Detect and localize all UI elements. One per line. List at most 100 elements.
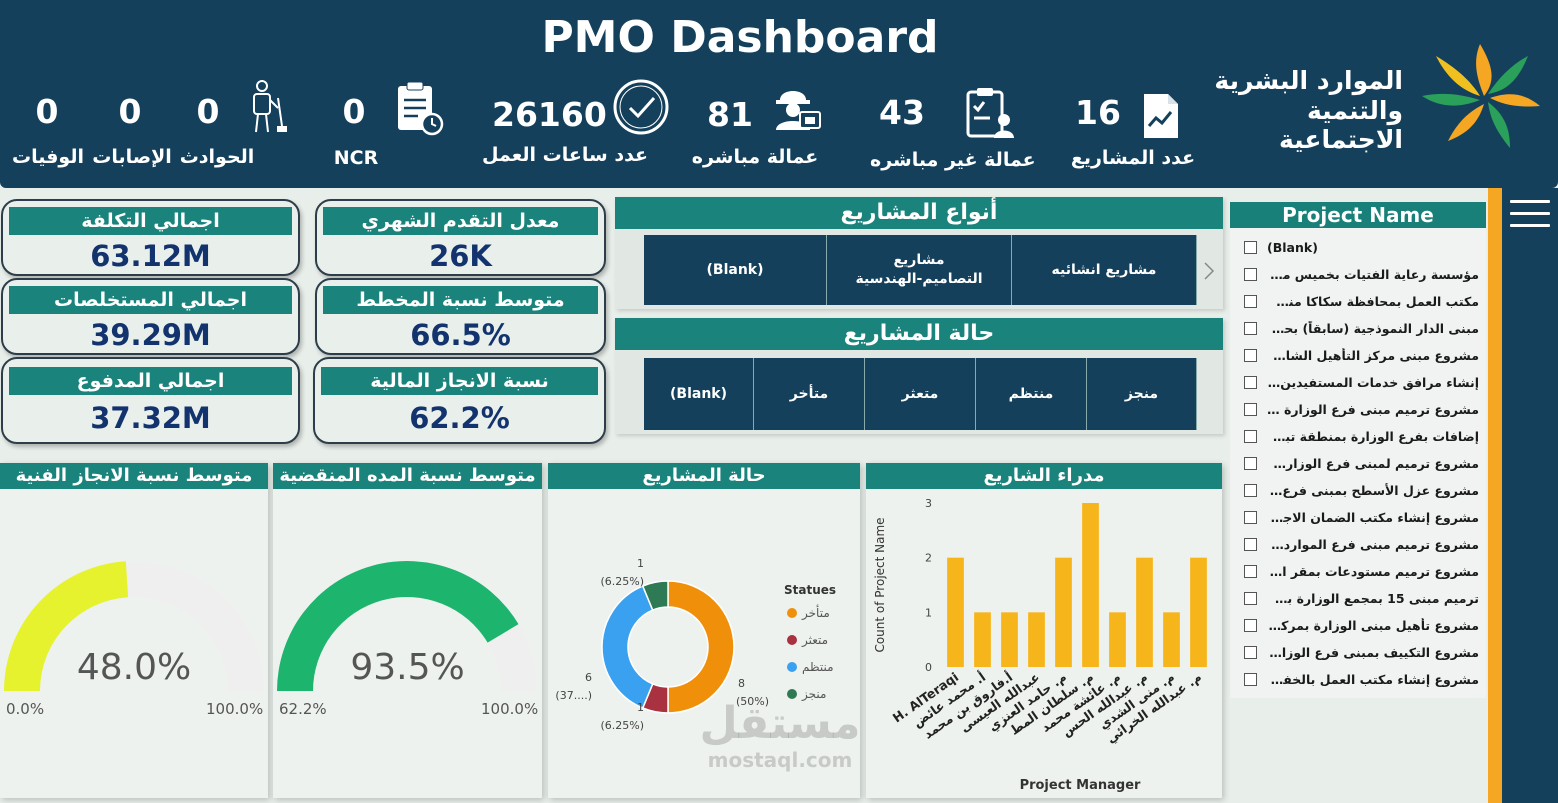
donut-label-count: 1 (637, 701, 644, 714)
checkbox-icon[interactable] (1244, 484, 1257, 497)
legend-marker (787, 608, 797, 618)
bar[interactable] (1082, 503, 1099, 667)
bar[interactable] (1190, 557, 1207, 667)
gauge-arc (277, 561, 537, 691)
slicer-item[interactable]: مبنى الدار النموذجية (سابقاً) بحي النموذ… (1230, 315, 1486, 342)
chevron-right-icon[interactable] (1203, 261, 1215, 281)
slicer-item[interactable]: (Blank) (1230, 234, 1486, 261)
checkbox-icon[interactable] (1244, 646, 1257, 659)
slicer-item[interactable]: مشروع ترميم مبنى فرع الموارد البشرية بجا… (1230, 531, 1486, 558)
bar[interactable] (1055, 557, 1072, 667)
slicer-item-label: مشروع ترميم مبنى فرع الوزارة بالدمام (مك… (1267, 402, 1479, 417)
slicer-item[interactable]: مشروع إنشاء مكتب العمل بالخفجي (1230, 666, 1486, 693)
checkbox-icon[interactable] (1244, 241, 1257, 254)
ministry-logo: الموارد البشرية والتنمية الاجتماعية (1198, 36, 1548, 154)
type-tile-design[interactable]: مشاريع التصاميم-الهندسية (827, 235, 1012, 305)
bar[interactable] (947, 557, 964, 667)
project-types-title: أنواع المشاريع (615, 197, 1223, 229)
bar[interactable] (1163, 612, 1180, 667)
project-status-title: حالة المشاريع (615, 318, 1223, 350)
project-name-slicer: Project Name (Blank) مؤسسة رعاية الفتيات … (1230, 202, 1486, 698)
gauge-fill (277, 561, 519, 691)
slicer-item-label: مشروع تأهيل مبنى الوزارة بمركز الأعمال ب… (1267, 618, 1479, 633)
checkbox-icon[interactable] (1244, 349, 1257, 362)
slicer-item[interactable]: مشروع ترميم لمبنى فرع الوزارة بمنطقة الق… (1230, 450, 1486, 477)
donut-label-pct: (50%) (736, 695, 769, 708)
slicer-item-label: إضافات بفرع الوزارة بمنطقة تبوك (1267, 429, 1479, 444)
status-tile-delayed[interactable]: متأخر (754, 358, 865, 430)
legend-label: منجز (801, 687, 826, 702)
x-axis-title: Project Manager (1020, 778, 1141, 793)
gauge-max: 100.0% (481, 700, 539, 718)
slicer-item-label: مشروع ترميم لمبنى فرع الوزارة بمنطقة الق… (1267, 456, 1479, 471)
legend-label: منتظم (802, 660, 834, 674)
checkbox-icon[interactable] (1244, 511, 1257, 524)
slicer-item[interactable]: مشروع التكييف بمبنى فرع الوزارة بالقصيم (1230, 639, 1486, 666)
bar[interactable] (1109, 612, 1126, 667)
legend-marker (787, 689, 797, 699)
bar[interactable] (1001, 612, 1018, 667)
kpi-ncr-value: 0 (342, 92, 366, 131)
status-tile-completed[interactable]: منجز (1087, 358, 1197, 430)
slicer-item[interactable]: مكتب العمل بمحافظة سكاكا منطقة الجوف (1230, 288, 1486, 315)
bar[interactable] (1136, 557, 1153, 667)
slicer-item[interactable]: إضافات بفرع الوزارة بمنطقة تبوك (1230, 423, 1486, 450)
status-tile-blank[interactable]: (Blank) (644, 358, 754, 430)
donut-slice-3[interactable] (641, 580, 669, 612)
checkbox-icon[interactable] (1244, 565, 1257, 578)
checkbox-icon[interactable] (1244, 430, 1257, 443)
side-panel (1502, 188, 1558, 803)
kpi-ncr-label: NCR (333, 147, 379, 169)
checkbox-icon[interactable] (1244, 619, 1257, 632)
y-tick-label: 2 (925, 552, 932, 565)
card-total-cost: اجمالي التكلفة 63.12M (1, 199, 300, 276)
kpi-indirect-value: 43 (879, 93, 925, 132)
status-tile-stalled[interactable]: متعثر (865, 358, 976, 430)
slicer-item[interactable]: إنشاء مرافق خدمات المستفيدين والفتيات وم… (1230, 369, 1486, 396)
slicer-item[interactable]: مشروع ترميم مبنى فرع الوزارة بالدمام (مك… (1230, 396, 1486, 423)
worker-cleaning-icon (253, 80, 287, 133)
checkbox-icon[interactable] (1244, 295, 1257, 308)
slicer-item[interactable]: ترميم مبنى 15 بمجمع الوزارة بمخرج 9 (1230, 585, 1486, 612)
technical-progress-gauge: متوسط نسبة الانجاز الفنية 48.0% 0.0% 100… (0, 463, 268, 798)
donut-label-count: 8 (738, 677, 745, 690)
gauge-max: 100.0% (206, 700, 264, 718)
slicer-item[interactable]: مشروع عزل الأسطح بمبنى فرع الوزارة بجدة (1230, 477, 1486, 504)
card-label: معدل التقدم الشهري (323, 207, 598, 235)
slicer-item[interactable]: مشروع إنشاء مكتب الضمان الاجتماعي فى أبه… (1230, 504, 1486, 531)
checkbox-icon[interactable] (1244, 403, 1257, 416)
status-tile-regular[interactable]: منتظم (976, 358, 1087, 430)
checkbox-icon[interactable] (1244, 376, 1257, 389)
checkbox-icon[interactable] (1244, 268, 1257, 281)
slicer-title: Project Name (1230, 202, 1486, 228)
card-value: 63.12M (90, 239, 211, 273)
checkbox-icon[interactable] (1244, 673, 1257, 686)
gauge-value: 93.5% (350, 647, 465, 688)
donut-label-pct: (6.25%) (600, 575, 644, 588)
checkbox-icon[interactable] (1244, 322, 1257, 335)
kpi-hours-label: عدد ساعات العمل (482, 144, 649, 166)
card-value: 37.32M (90, 401, 211, 435)
bar[interactable] (1028, 612, 1045, 667)
checkbox-icon[interactable] (1244, 592, 1257, 605)
donut-label-pct: (37....) (555, 689, 592, 702)
bar[interactable] (974, 612, 991, 667)
checkbox-icon[interactable] (1244, 457, 1257, 470)
type-tile-blank[interactable]: (Blank) (644, 235, 827, 305)
slicer-item[interactable]: مشروع مبنى مركز التأهيل الشامل بالدمام) (1230, 342, 1486, 369)
slicer-item[interactable]: مؤسسة رعاية الفتيات بخميس مشيط (1230, 261, 1486, 288)
slicer-item[interactable]: مشروع ترميم مستودعات بمقر الوزارة بحي ال… (1230, 558, 1486, 585)
kpi-incidents-value: 0 (196, 92, 220, 131)
slicer-item-label: مكتب العمل بمحافظة سكاكا منطقة الجوف (1267, 294, 1479, 309)
card-value: 39.29M (90, 318, 211, 352)
donut-slice-0[interactable] (667, 580, 735, 714)
card-value: 62.2% (409, 401, 510, 435)
hamburger-menu-icon[interactable] (1510, 200, 1550, 230)
side-accent-bar (1488, 188, 1502, 803)
donut-slice-2[interactable] (601, 585, 654, 709)
clipboard-clock-icon (398, 81, 444, 136)
checkbox-icon[interactable] (1244, 538, 1257, 551)
slicer-item[interactable]: مشروع تأهيل مبنى الوزارة بمركز الأعمال ب… (1230, 612, 1486, 639)
type-tile-construction[interactable]: مشاريع انشائيه (1012, 235, 1197, 305)
header-bar: PMO Dashboard الموارد البشرية والتنمية ا… (0, 0, 1558, 188)
